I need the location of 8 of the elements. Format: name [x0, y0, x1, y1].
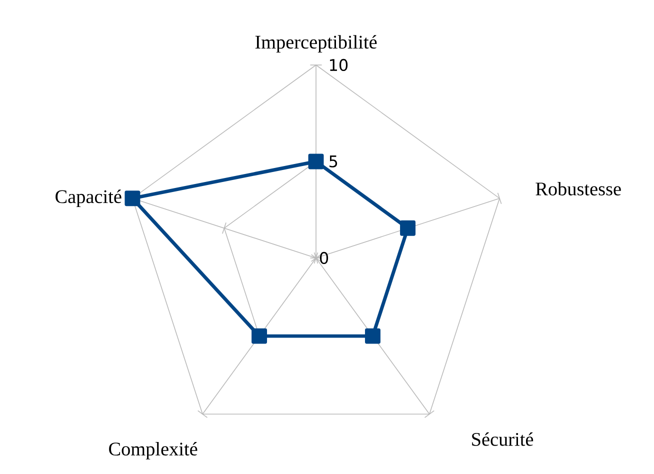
y-tick-label: 5: [330, 156, 338, 168]
spoke-label: Imperceptibilité: [255, 35, 377, 53]
spoke-label: Capacité: [56, 190, 122, 208]
spoke-label: Sécurité: [472, 432, 534, 446]
spoke-label: Robustesse: [536, 182, 621, 196]
y-tick-label: 0: [320, 252, 328, 264]
spoke-label: Complexité: [109, 442, 198, 460]
y-tick-label: 10: [330, 58, 348, 72]
